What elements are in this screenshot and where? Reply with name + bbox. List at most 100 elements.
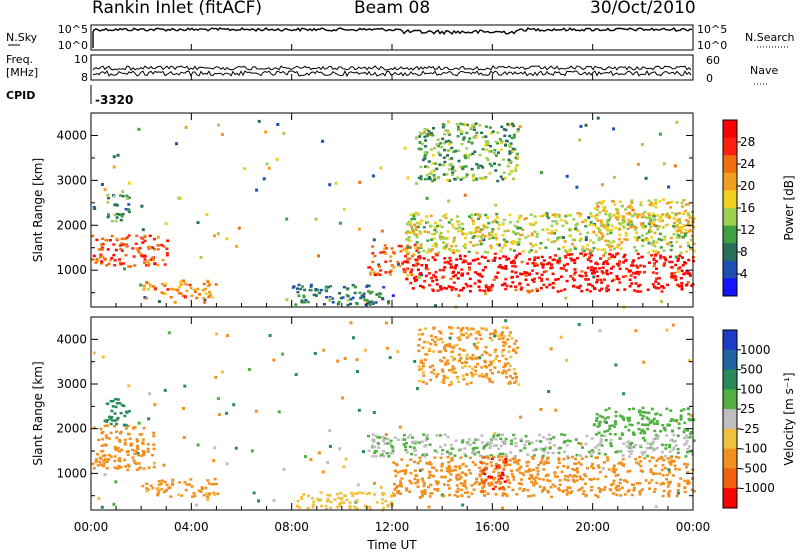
velocity-data-cell [356,508,359,511]
power-speckle [342,207,346,211]
power-speckle [358,180,362,184]
power-data-cell [472,244,476,247]
velocity-speckle [427,505,431,509]
velocity-data-cell [566,456,570,460]
power-data-cell [371,260,375,264]
power-data-cell [584,225,588,228]
velocity-data-cell [670,459,673,462]
velocity-data-cell [402,443,406,446]
velocity-data-cell [580,486,584,489]
velocity-data-cell [617,462,621,465]
velocity-data-cell [428,347,432,351]
power-data-cell [650,236,654,239]
velocity-data-cell [147,466,151,469]
power-data-cell [436,224,439,228]
power-data-cell [127,234,131,237]
power-data-cell [501,158,505,161]
velocity-data-cell [441,341,445,344]
power-data-cell [411,227,415,231]
power-data-cell [135,247,139,250]
power-data-cell [151,285,155,288]
power-data-cell [443,132,447,136]
power-data-cell [576,256,579,260]
power-data-cell [409,281,413,285]
velocity-data-cell [604,439,608,442]
power-data-cell [498,264,502,267]
velocity-data-cell [598,420,602,424]
power-data-cell [657,218,661,221]
power-data-cell [406,251,410,255]
power-data-cell [125,194,129,198]
power-data-cell [540,255,544,259]
power-data-cell [319,288,323,292]
power-data-cell [625,212,629,215]
velocity-speckle [547,390,551,393]
power-data-cell [424,274,428,278]
power-data-cell [416,262,420,266]
power-data-cell [559,218,563,222]
velocity-data-cell [137,453,141,457]
velocity-data-cell [667,423,671,427]
velocity-data-cell [371,455,375,458]
power-data-cell [467,266,471,269]
velocity-data-cell [408,445,412,449]
velocity-data-cell [677,422,681,425]
power-data-cell [516,232,520,235]
velocity-data-cell [453,344,457,347]
power-data-cell [602,261,606,264]
velocity-speckle [281,352,285,356]
velocity-data-cell [199,490,203,493]
power-data-cell [207,295,211,299]
velocity-data-cell [632,432,636,436]
power-data-cell [414,258,418,261]
power-data-cell [345,294,349,297]
velocity-data-cell [426,341,430,344]
power-data-cell [301,285,304,288]
power-data-cell [434,275,438,279]
power-data-cell [426,221,430,224]
power-data-cell [483,176,487,179]
power-data-cell [428,177,432,181]
power-data-cell [477,164,480,167]
power-data-cell [372,271,376,274]
velocity-data-cell [405,441,408,445]
velocity-data-cell [351,494,355,497]
power-data-cell [511,264,515,268]
velocity-data-cell [603,434,607,438]
power-speckle [406,257,410,261]
power-data-cell [491,234,495,237]
power-data-cell [404,231,408,235]
power-region-6 [404,211,696,255]
power-data-cell [621,221,625,224]
velocity-data-cell [136,440,139,443]
velocity-data-cell [614,410,618,414]
power-data-cell [473,231,477,234]
power-data-cell [508,161,512,164]
power-data-cell [598,201,602,204]
power-data-cell [299,287,303,291]
power-data-cell [605,269,609,272]
velocity-data-cell [385,452,389,455]
power-data-cell [548,283,552,286]
power-data-cell [476,226,480,229]
power-data-cell [502,238,506,241]
velocity-data-cell [489,441,493,444]
power-data-cell [589,212,593,215]
power-data-cell [692,242,696,246]
power-data-cell [441,235,445,239]
velocity-data-cell [603,430,607,433]
power-data-cell [684,228,688,232]
velocity-data-cell [150,453,154,457]
velocity-data-cell [146,447,150,451]
power-region-1 [106,193,131,223]
power-data-cell [680,231,684,234]
power-data-cell [461,165,465,169]
velocity-data-cell [677,484,681,488]
power-data-cell [422,249,426,253]
velocity-data-cell [641,406,645,410]
velocity-data-cell [646,427,650,431]
velocity-data-cell [422,484,426,488]
velocity-data-cell [482,461,486,465]
velocity-data-cell [316,497,320,501]
power-data-cell [647,242,651,245]
